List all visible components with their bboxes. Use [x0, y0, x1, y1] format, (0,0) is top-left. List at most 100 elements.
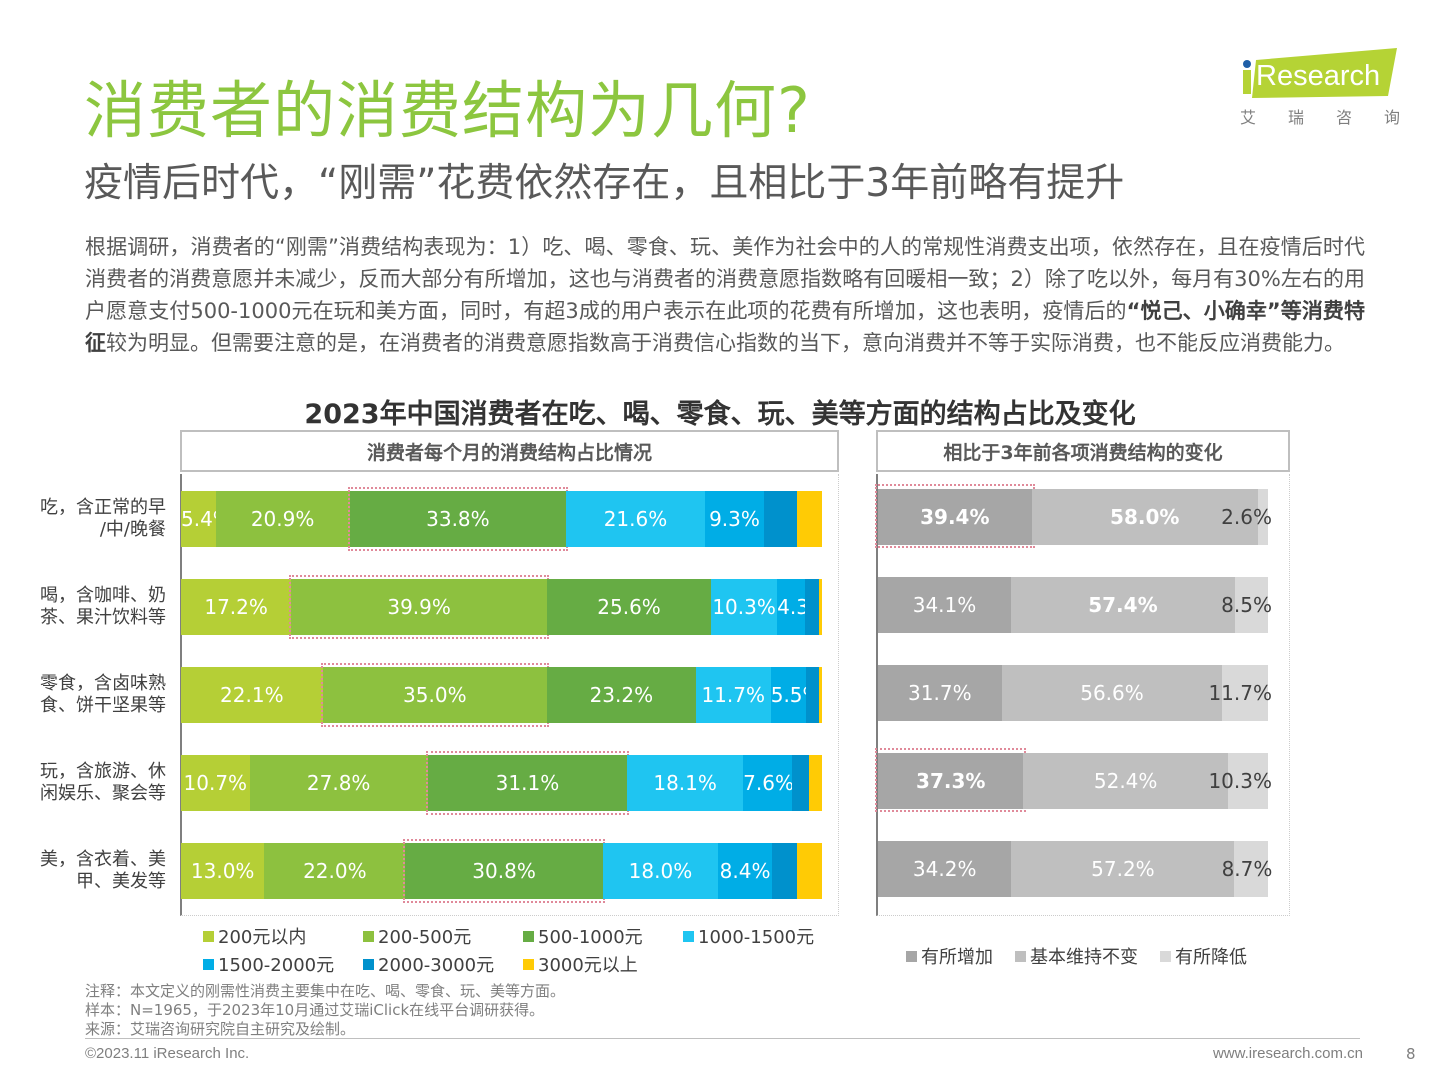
legend-item: 500-1000元	[523, 923, 643, 949]
bar-segment: 11.7%	[695, 667, 771, 723]
page-title: 消费者的消费结构为几何?	[84, 74, 811, 147]
sample-note: 样本：N=1965，于2023年10月通过艾瑞iClick在线平台调研获得。	[85, 1001, 545, 1019]
right-chart-area	[876, 474, 1290, 916]
svg-text:Research: Research	[1256, 60, 1380, 92]
logo-char: 咨	[1335, 108, 1352, 127]
data-label: 56.6%	[1080, 681, 1144, 705]
data-label: 57.2%	[1091, 857, 1155, 881]
data-label: 39.4%	[920, 505, 990, 529]
category-label-line: /中/晚餐	[99, 519, 166, 540]
legend-swatch	[906, 950, 917, 962]
bar-segment: 5.4%	[181, 491, 232, 547]
bar-segment: 25.6%	[547, 579, 712, 635]
logo-char: 询	[1383, 108, 1400, 127]
data-label: 30.8%	[472, 859, 536, 883]
legend-item: 有所降低	[1160, 943, 1247, 969]
legend-swatch	[203, 930, 214, 942]
bar-segment	[818, 667, 822, 723]
category-label-line: 美，含衣着、美	[40, 849, 166, 870]
bar-segment: 5.5%	[770, 667, 822, 723]
summary-paragraph: 根据调研，消费者的“刚需”消费结构表现为：1）吃、喝、零食、玩、美作为社会中的人…	[85, 231, 1365, 359]
para-bold-text: “悦己、小确幸”等消费特征	[85, 299, 1366, 355]
bar-segment: 34.1%	[878, 577, 1011, 633]
page-number: 8	[1406, 1045, 1416, 1063]
para-text: 根据调研，消费者的“刚需”消费结构表现为：1）吃、喝、零食、玩、美作为社会中的人…	[85, 235, 1365, 323]
legend-label: 有所降低	[1175, 947, 1247, 968]
data-label: 2.6%	[1221, 505, 1272, 529]
logo-char: 艾	[1240, 108, 1257, 127]
bar-segment: 17.2%	[181, 579, 292, 635]
legend-item: 3000元以上	[523, 951, 638, 977]
bar-segment	[818, 579, 822, 635]
bar-segment: 57.2%	[1011, 841, 1235, 897]
data-label: 52.4%	[1093, 769, 1158, 793]
bar-segment	[772, 843, 797, 899]
bar-segment: 18.1%	[627, 755, 744, 811]
legend-label: 200元以内	[218, 927, 307, 948]
bar-segment: 7.6%	[743, 755, 794, 811]
bar-segment: 31.1%	[427, 755, 628, 811]
bar-segment	[804, 579, 819, 635]
data-label: 34.1%	[912, 593, 977, 617]
right-panel-title: 相比于3年前各项消费结构的变化	[876, 430, 1290, 472]
left-panel-title: 消费者每个月的消费结构占比情况	[180, 430, 839, 472]
data-label: 31.1%	[495, 771, 560, 795]
category-label: 零食，含卤味熟 食、饼干坚果等	[40, 673, 166, 717]
bar-segment: 31.7%	[878, 665, 1002, 721]
data-label: 18.1%	[653, 771, 717, 795]
data-label: 22.1%	[220, 683, 284, 707]
category-label-line: 闲娱乐、聚会等	[40, 783, 166, 804]
legend-swatch	[1160, 950, 1171, 962]
bar-segment: 27.8%	[249, 755, 428, 811]
data-label: 33.8%	[426, 507, 490, 531]
legend-label: 1500-2000元	[218, 955, 335, 976]
bar-segment: 30.8%	[405, 843, 603, 899]
data-label: 57.4%	[1088, 593, 1158, 617]
category-label: 玩，含旅游、休 闲娱乐、聚会等	[40, 761, 166, 805]
bar-segment: 11.7%	[1208, 665, 1272, 721]
category-label-line: 茶、果汁饮料等	[40, 607, 166, 628]
bar-segment: 22.1%	[181, 667, 323, 723]
bar-segment: 52.4%	[1023, 753, 1228, 809]
bar-segment	[797, 843, 822, 899]
data-label: 22.0%	[303, 859, 367, 883]
category-label-line: 零食，含卤味熟	[40, 673, 166, 694]
data-label: 34.2%	[912, 857, 977, 881]
data-label: 31.7%	[908, 681, 972, 705]
legend-swatch	[683, 930, 694, 942]
legend-item: 2000-3000元	[363, 951, 494, 977]
data-label: 21.6%	[603, 507, 668, 531]
bar-segment: 2.6%	[1221, 489, 1272, 545]
data-label: 58.0%	[1110, 505, 1180, 529]
data-label: 8.7%	[1221, 857, 1273, 881]
legend-swatch	[363, 958, 374, 970]
legend-label: 2000-3000元	[378, 955, 495, 976]
data-label: 37.3%	[916, 769, 986, 793]
bar-segment: 10.3%	[1208, 753, 1272, 809]
bar-segment: 39.9%	[291, 579, 547, 635]
legend-label: 基本维持不变	[1030, 947, 1138, 968]
bar-segment: 8.4%	[718, 843, 772, 899]
bar-segment: 10.3%	[711, 579, 778, 635]
bar-segment: 8.5%	[1221, 577, 1272, 633]
website: www.iresearch.com.cn	[1212, 1045, 1363, 1062]
logo-char: 瑞	[1287, 108, 1304, 127]
bar-segment: 33.8%	[349, 491, 567, 547]
legend-item: 200-500元	[363, 923, 471, 949]
bar-segment: 34.2%	[878, 841, 1012, 897]
legend-label: 1000-1500元	[698, 927, 815, 948]
data-label: 11.7%	[1208, 681, 1272, 705]
bar-segment: 35.0%	[322, 667, 547, 723]
legend-label: 200-500元	[378, 927, 472, 948]
data-label: 13.0%	[190, 859, 255, 883]
bar-segment: 58.0%	[1031, 489, 1258, 545]
bar-segment: 39.4%	[878, 489, 1032, 545]
bar-segment: 20.9%	[215, 491, 350, 547]
bar-segment: 21.6%	[566, 491, 705, 547]
bar-segment: 4.3%	[777, 579, 828, 635]
legend-swatch	[203, 958, 214, 970]
data-label: 39.9%	[387, 595, 451, 619]
legend-label: 500-1000元	[538, 927, 643, 948]
logo-chinese: 艾 瑞 咨 询	[1240, 104, 1400, 128]
legend-swatch	[1015, 950, 1026, 962]
